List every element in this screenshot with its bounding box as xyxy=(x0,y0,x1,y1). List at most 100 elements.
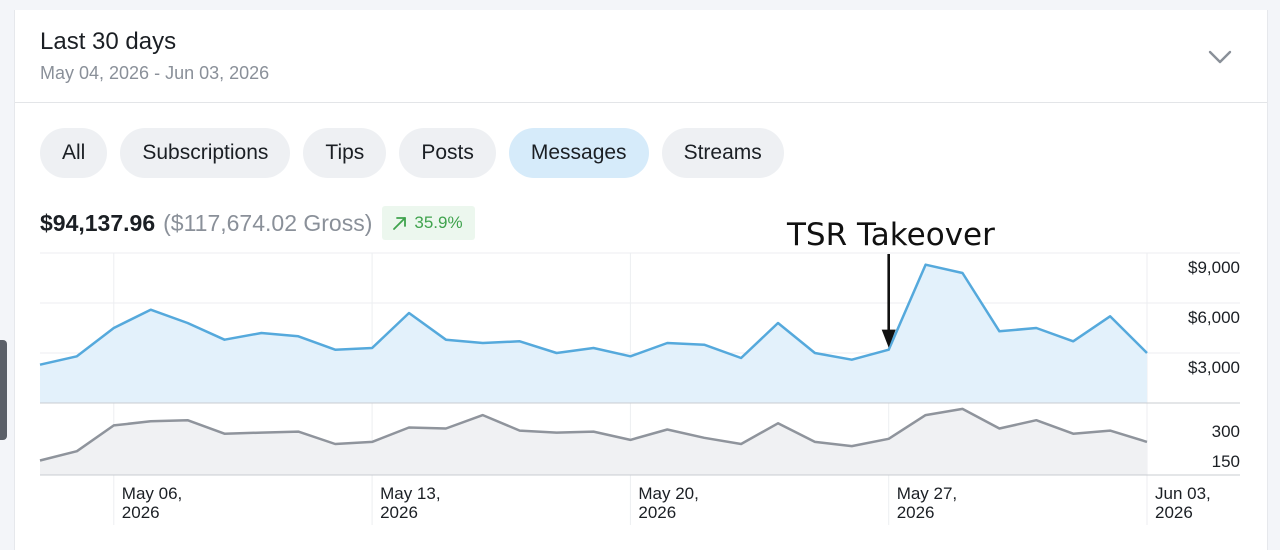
earnings-point[interactable] xyxy=(219,334,231,346)
side-scroll-tab[interactable] xyxy=(0,340,7,440)
x-tick-year: 2026 xyxy=(122,503,160,522)
count-tick-label: 300 xyxy=(1212,422,1240,441)
count-point[interactable] xyxy=(403,421,415,433)
earnings-point[interactable] xyxy=(440,334,452,346)
earnings-point[interactable] xyxy=(403,307,415,319)
count-point[interactable] xyxy=(1067,428,1079,440)
x-tick-year: 2026 xyxy=(1155,503,1193,522)
chevron-down-icon[interactable] xyxy=(1207,44,1233,70)
x-tick-year: 2026 xyxy=(638,503,676,522)
count-point[interactable] xyxy=(957,403,969,415)
earnings-point[interactable] xyxy=(477,337,489,349)
earnings-line xyxy=(39,263,1148,366)
count-point[interactable] xyxy=(182,414,194,426)
earnings-point[interactable] xyxy=(108,322,120,334)
count-tick-label: 150 xyxy=(1212,452,1240,471)
gross-earnings: ($117,674.02 Gross) xyxy=(163,209,373,236)
earnings-point[interactable] xyxy=(883,344,895,356)
count-point[interactable] xyxy=(255,427,267,439)
count-point[interactable] xyxy=(809,436,821,448)
earnings-point[interactable] xyxy=(661,337,673,349)
earnings-point[interactable] xyxy=(366,342,378,354)
count-point[interactable] xyxy=(329,438,341,450)
trend-percent: 35.9% xyxy=(414,213,463,232)
count-point[interactable] xyxy=(1030,414,1042,426)
x-tick-year: 2026 xyxy=(897,503,935,522)
earnings-point[interactable] xyxy=(551,347,563,359)
x-tick-label: May 27, xyxy=(897,484,957,503)
earnings-point[interactable] xyxy=(846,354,858,366)
earnings-point[interactable] xyxy=(71,350,83,362)
earnings-point[interactable] xyxy=(1141,347,1153,359)
earnings-point[interactable] xyxy=(624,350,636,362)
filter-subscriptions-button[interactable]: Subscriptions xyxy=(120,128,291,178)
count-point[interactable] xyxy=(883,433,895,445)
count-point[interactable] xyxy=(993,423,1005,435)
count-point[interactable] xyxy=(71,445,83,457)
annotation-arrow-head xyxy=(881,329,896,348)
count-point[interactable] xyxy=(108,419,120,431)
count-point[interactable] xyxy=(624,434,636,446)
filter-posts-button[interactable]: Posts xyxy=(399,128,496,178)
trend-badge: 35.9% xyxy=(382,206,475,240)
count-point[interactable] xyxy=(846,440,858,452)
earnings-point[interactable] xyxy=(34,359,46,371)
earnings-point[interactable] xyxy=(1104,310,1116,322)
earnings-point[interactable] xyxy=(957,267,969,279)
earnings-point[interactable] xyxy=(1030,322,1042,334)
count-point[interactable] xyxy=(551,427,563,439)
earnings-point[interactable] xyxy=(292,330,304,342)
count-line xyxy=(39,407,1148,462)
y-tick-label: $9,000 xyxy=(1188,258,1240,277)
x-tick-label: Jun 03, xyxy=(1155,484,1211,503)
count-point[interactable] xyxy=(440,423,452,435)
count-point[interactable] xyxy=(145,415,157,427)
count-point[interactable] xyxy=(219,428,231,440)
count-point[interactable] xyxy=(920,409,932,421)
earnings-summary: $94,137.96 ($117,674.02 Gross) 35.9% xyxy=(40,205,475,241)
filter-messages-button[interactable]: Messages xyxy=(508,128,649,178)
y-tick-label: $6,000 xyxy=(1188,308,1240,327)
earnings-point[interactable] xyxy=(993,325,1005,337)
category-filter-bar: All Subscriptions Tips Posts Messages St… xyxy=(40,128,784,178)
earnings-point[interactable] xyxy=(588,342,600,354)
annotation-label: TSR Takeover xyxy=(787,217,995,253)
x-tick-label: May 06, xyxy=(122,484,182,503)
y-tick-label: $3,000 xyxy=(1188,358,1240,377)
filter-tips-button[interactable]: Tips xyxy=(303,128,387,178)
period-selector[interactable]: Last 30 days May 04, 2026 - Jun 03, 2026 xyxy=(15,10,1267,103)
count-point[interactable] xyxy=(735,438,747,450)
earnings-point[interactable] xyxy=(145,304,157,316)
trend-up-arrow-icon xyxy=(393,217,407,230)
x-tick-year: 2026 xyxy=(380,503,418,522)
earnings-point[interactable] xyxy=(1067,335,1079,347)
count-point[interactable] xyxy=(292,426,304,438)
earnings-card: Last 30 days May 04, 2026 - Jun 03, 2026… xyxy=(14,10,1268,550)
count-point[interactable] xyxy=(588,426,600,438)
period-date-range: May 04, 2026 - Jun 03, 2026 xyxy=(40,63,270,83)
earnings-point[interactable] xyxy=(329,344,341,356)
earnings-point[interactable] xyxy=(809,347,821,359)
count-point[interactable] xyxy=(1141,436,1153,448)
x-tick-label: May 20, xyxy=(638,484,698,503)
earnings-point[interactable] xyxy=(772,317,784,329)
count-point[interactable] xyxy=(366,436,378,448)
earnings-point[interactable] xyxy=(514,335,526,347)
count-point[interactable] xyxy=(1104,425,1116,437)
count-point[interactable] xyxy=(514,425,526,437)
earnings-point[interactable] xyxy=(255,327,267,339)
net-earnings: $94,137.96 xyxy=(40,209,156,236)
count-point[interactable] xyxy=(698,432,710,444)
count-point[interactable] xyxy=(772,417,784,429)
count-point[interactable] xyxy=(661,424,673,436)
earnings-point[interactable] xyxy=(698,339,710,351)
earnings-point[interactable] xyxy=(182,317,194,329)
earnings-area xyxy=(40,264,1147,403)
filter-all-button[interactable]: All xyxy=(40,128,108,178)
count-point[interactable] xyxy=(34,455,46,467)
count-point[interactable] xyxy=(477,409,489,421)
count-area xyxy=(40,408,1147,475)
filter-streams-button[interactable]: Streams xyxy=(661,128,784,178)
earnings-point[interactable] xyxy=(920,259,932,271)
earnings-point[interactable] xyxy=(735,352,747,364)
